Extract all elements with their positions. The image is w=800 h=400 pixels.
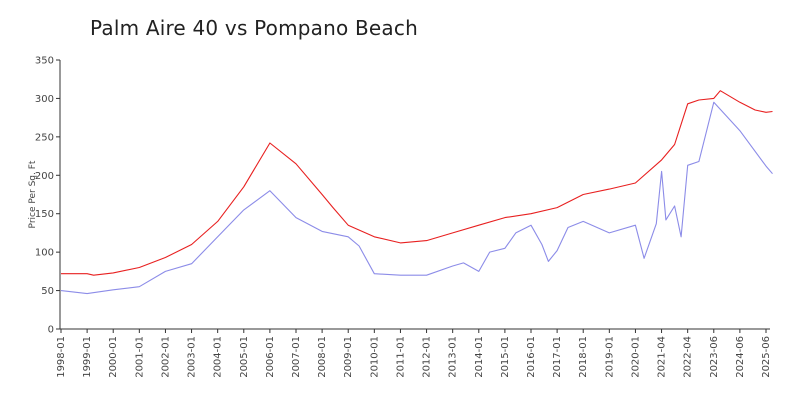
x-tick-label: 2022-04 [683,336,694,378]
y-tick-label: 300 [35,94,54,105]
y-tick-label: 150 [35,209,54,220]
x-tick-label: 2001-01 [134,336,145,378]
x-tick-label: 2014-01 [474,336,485,378]
y-tick-label: 350 [35,56,54,67]
y-tick-label: 0 [48,325,54,336]
x-tick-label: 2011-01 [395,336,406,378]
x-tick-label: 2004-01 [213,336,224,378]
x-tick-label: 2005-01 [239,336,250,378]
x-tick-label: 2007-01 [291,336,302,378]
x-tick-label: 2021-04 [657,336,668,378]
series-line-1 [61,90,773,276]
x-tick-label: 2006-01 [265,336,276,378]
y-tick-label: 200 [35,171,54,182]
x-tick-label: 2010-01 [369,336,380,378]
x-tick-label: 2023-06 [709,336,720,378]
chart-title: Palm Aire 40 vs Pompano Beach [90,16,418,40]
x-tick-label: 2000-01 [108,336,119,378]
x-tick-label: 2012-01 [422,336,433,378]
x-tick-label: 2025-06 [761,336,772,378]
x-tick-label: 2002-01 [160,336,171,378]
x-tick-label: 2018-01 [578,336,589,378]
x-tick-label: 2013-01 [448,336,459,378]
x-tick-label: 2009-01 [343,336,354,378]
y-axis-label: Price Per Sq. Ft [28,160,38,228]
x-tick-label: 2019-01 [604,336,615,378]
series-line-2 [60,101,773,295]
x-tick-label: 2015-01 [500,336,511,378]
y-tick-label: 250 [35,132,54,143]
x-tick-label: 1998-01 [56,336,67,378]
x-tick-label: 2024-06 [735,336,746,378]
x-tick-label: 1999-01 [82,336,93,378]
y-tick-label: 50 [41,286,54,297]
x-tick-label: 2016-01 [526,336,537,378]
x-tick-label: 2008-01 [317,336,328,378]
x-tick-label: 2020-01 [630,336,641,378]
y-tick-label: 100 [35,248,54,259]
x-tick-label: 2003-01 [187,336,198,378]
x-tick-label: 2017-01 [552,336,563,378]
